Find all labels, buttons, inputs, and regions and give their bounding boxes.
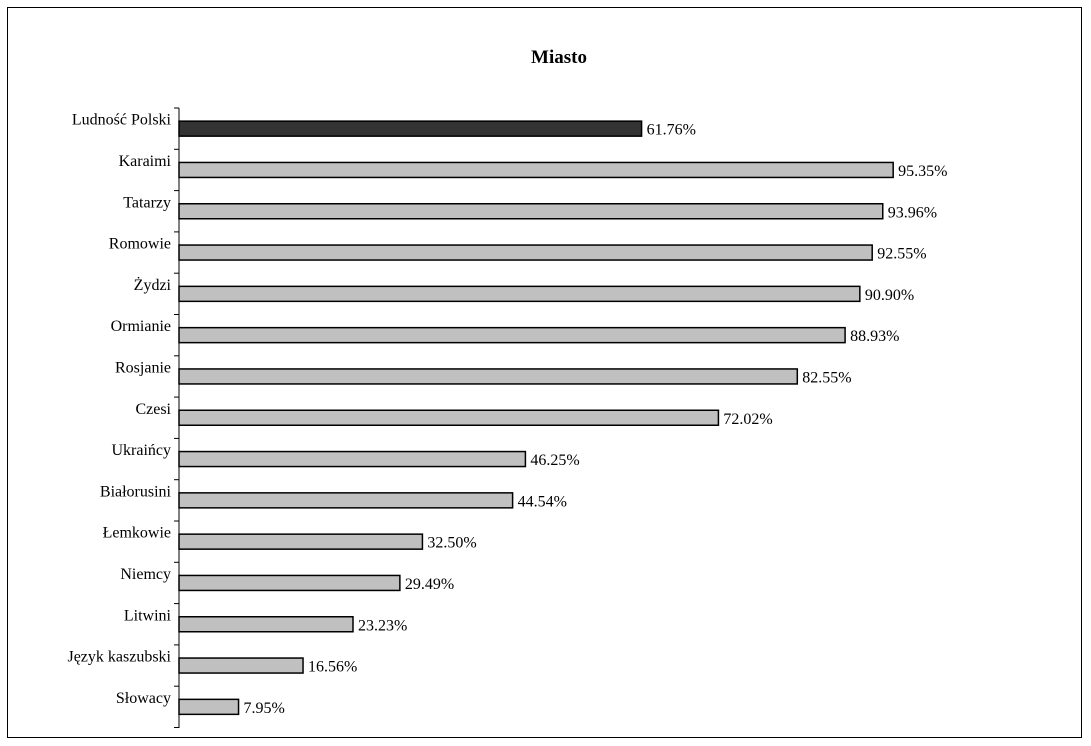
bar [178,161,894,179]
chart-frame: Miasto Ludność Polski Karaimi Tatarzy Romow… [7,7,1082,738]
chart-title: Miasto [531,47,587,68]
value-label: 16.56% [308,659,357,676]
value-label: 29.49% [405,576,454,593]
value-label: 93.96% [888,204,937,221]
bar [178,326,846,344]
category-label: Język kaszubski [67,649,171,666]
bar [178,657,304,674]
category-label: Rosjanie [115,359,171,376]
value-label: 90.90% [865,287,914,304]
category-label: Tatarzy [123,194,171,211]
category-label: Litwini [124,607,172,624]
value-label: 23.23% [358,617,407,634]
category-label: Ukraińcy [111,442,171,459]
bar [178,120,643,137]
value-label: 95.35% [898,163,947,180]
bar [178,616,354,633]
bar [178,368,799,385]
value-label: 82.55% [802,369,851,386]
category-label: Łemkowie [103,525,171,542]
value-label: 7.95% [244,700,285,717]
bar [178,492,514,509]
value-labels: 61.76% 95.35% 93.96% 92.55% 90.90% 88.93% 82.5… [244,122,948,717]
value-label: 46.25% [530,452,579,469]
category-label: Czesi [135,401,171,418]
category-label: Żydzi [134,276,172,294]
y-axis-ticks [174,107,179,728]
category-label: Ludność Polski [72,112,172,129]
category-label: Słowacy [116,690,171,707]
value-label: 72.02% [723,411,772,428]
value-label: 92.55% [877,246,926,263]
bar-chart: Miasto Ludność Polski Karaimi Tatarzy Romow… [67,47,948,728]
category-label: Karaimi [119,153,172,170]
bar [178,698,240,716]
value-label: 61.76% [647,122,696,139]
category-label: Ormianie [111,318,171,335]
value-label: 88.93% [850,328,899,345]
category-labels: Ludność Polski Karaimi Tatarzy Romowie Żydzi… [67,112,171,707]
bar [178,285,861,303]
value-label: 44.54% [518,493,567,510]
bar [178,203,884,220]
bars [178,120,894,716]
bar [178,450,527,468]
bar [178,574,401,592]
category-label: Romowie [109,236,171,253]
bar [178,533,424,550]
bar [178,244,873,261]
category-label: Niemcy [120,566,171,583]
value-label: 32.50% [427,535,476,552]
category-label: Białorusini [100,483,172,500]
bar [178,409,720,426]
